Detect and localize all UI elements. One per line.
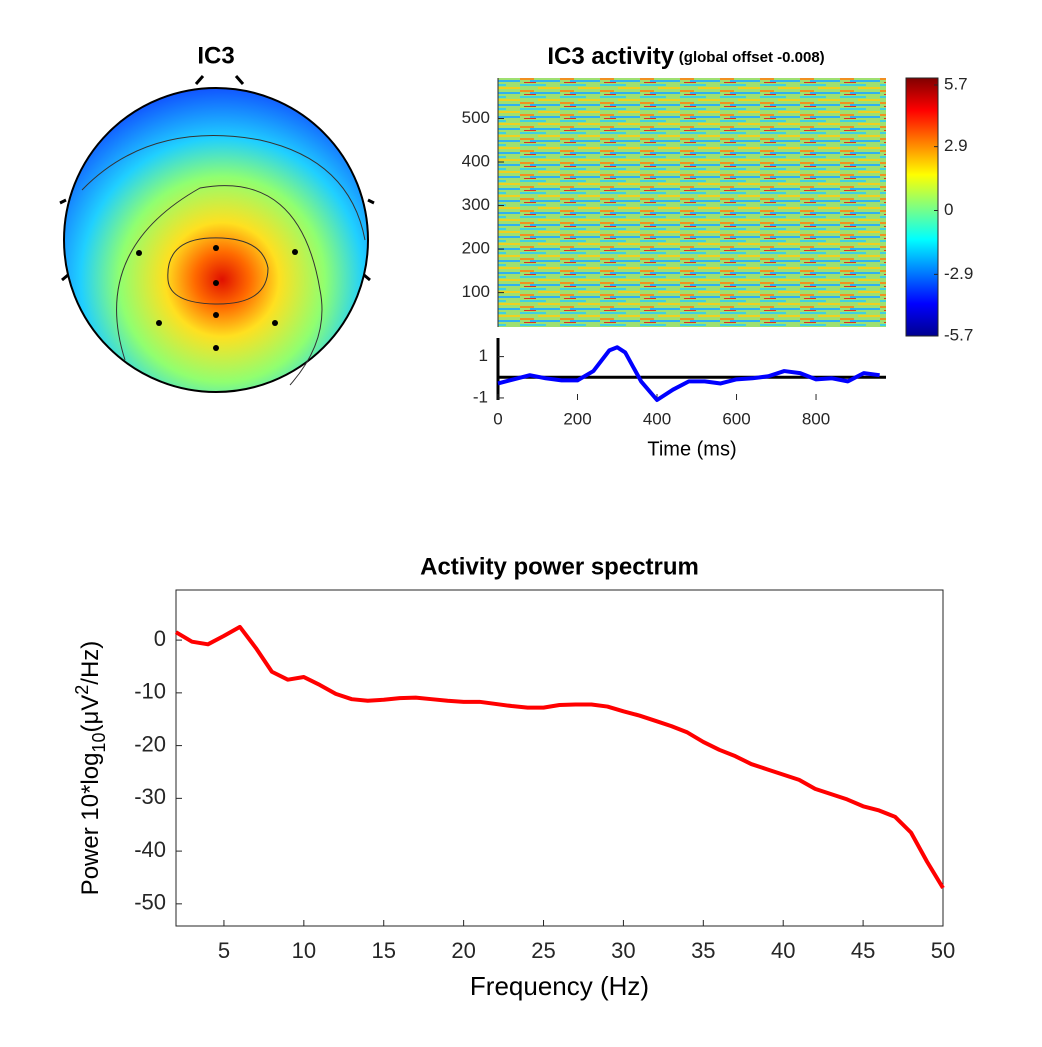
y-tick-label: 0 [154, 626, 166, 651]
ylabel-part: 2 [72, 685, 92, 695]
electrodes [136, 245, 298, 351]
y-tick-label: -1 [473, 387, 488, 406]
x-axis-label: Frequency (Hz) [470, 971, 649, 1001]
y-tick-label: 400 [462, 152, 490, 171]
x-tick-label: 30 [611, 938, 635, 963]
y-tick-label: 1 [479, 346, 488, 365]
x-tick-label: 40 [771, 938, 795, 963]
erp-subtitle: (global offset -0.008) [679, 49, 825, 66]
y-tick-label: -10 [134, 679, 166, 704]
colorbar [905, 77, 939, 337]
nose-ears [59, 75, 375, 282]
y-tick-label: 300 [462, 195, 490, 214]
ylabel-part: 10 [89, 733, 109, 753]
y-tick-label: 200 [462, 239, 490, 258]
colorbar-tick-label: 2.9 [944, 136, 968, 155]
erp-title-main: IC3 activity [547, 43, 674, 70]
topomap: IC3 [59, 42, 375, 393]
colorbar-tick-label: 0 [944, 200, 953, 219]
x-tick-label: 600 [722, 409, 750, 428]
x-tick-label: 20 [451, 938, 475, 963]
x-tick-label: 45 [851, 938, 875, 963]
y-tick-label: -20 [134, 731, 166, 756]
y-tick-label: 500 [462, 108, 490, 127]
x-tick-label: 5 [218, 938, 230, 963]
series-line [174, 624, 945, 890]
x-tick-label: 25 [531, 938, 555, 963]
colorbar-tick-label: -2.9 [944, 264, 973, 283]
y-tick-label: -30 [134, 784, 166, 809]
chart-title: Activity power spectrum [420, 553, 699, 580]
contour [116, 185, 323, 386]
x-tick-label: 200 [563, 409, 591, 428]
x-axis-label: Time (ms) [647, 438, 736, 460]
x-tick-label: 800 [802, 409, 830, 428]
ylabel-part: /Hz) [77, 641, 104, 685]
axes-frame [175, 589, 944, 927]
colorbar-tick-label: -5.7 [944, 325, 973, 344]
erp-title: IC3 activity (global offset -0.008) [547, 43, 824, 70]
x-tick-label: 10 [292, 938, 316, 963]
series-line [497, 345, 880, 402]
head [63, 87, 369, 393]
y-axis-label: Power 10*log10(μV2/Hz) [72, 641, 109, 896]
contour [167, 237, 269, 305]
ylabel-part: (μV [77, 695, 104, 733]
x-tick-label: 400 [643, 409, 671, 428]
topo-title: IC3 [197, 42, 234, 69]
y-tick-label: -40 [134, 837, 166, 862]
x-tick-label: 35 [691, 938, 715, 963]
colorbar-tick-label: 5.7 [944, 74, 968, 93]
x-tick-label: 0 [493, 409, 502, 428]
ylabel-part: Power 10*log [77, 753, 104, 896]
y-tick-label: 100 [462, 282, 490, 301]
x-tick-label: 15 [371, 938, 395, 963]
y-tick-label: -50 [134, 890, 166, 915]
erp-image [498, 78, 886, 327]
contour [81, 135, 366, 241]
x-tick-label: 50 [931, 938, 955, 963]
